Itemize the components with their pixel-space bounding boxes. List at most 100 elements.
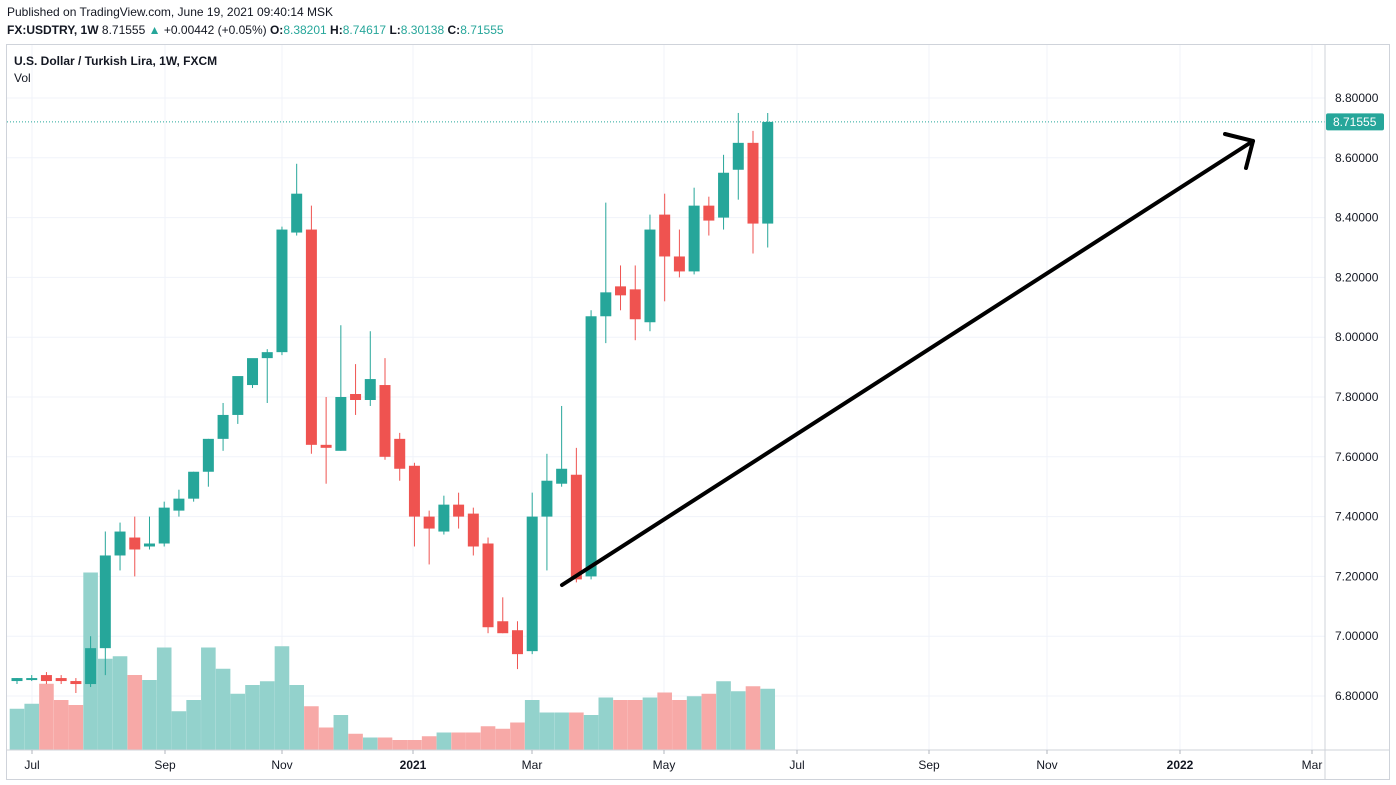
volume-bar-35 [524, 700, 540, 750]
candle-body-51 [762, 121, 774, 224]
candle-body-15 [232, 376, 244, 415]
volume-bar-34 [510, 722, 525, 750]
volume-label: Vol [14, 71, 31, 85]
x-tick-label-9: 2022 [1167, 758, 1194, 772]
candle-body-26 [394, 438, 406, 469]
candle-body-42 [629, 289, 641, 320]
published-info: Published on TradingView.com, June 19, 2… [7, 5, 333, 19]
volume-bar-47 [701, 693, 717, 750]
volume-bar-37 [554, 712, 569, 750]
volume-bar-13 [201, 647, 216, 750]
x-axis: Jul Sep Nov 2021 Mar May Jul Sep Nov 2022 Mar [24, 750, 1322, 772]
volume-bar-7 [112, 656, 128, 750]
close-value: 8.71555 [460, 23, 504, 37]
candle-body-24 [364, 379, 376, 400]
x-tick-label-2: Nov [271, 758, 292, 772]
volume-bar-46 [686, 696, 702, 750]
candle-body-9 [143, 543, 155, 547]
volume-bar-30 [451, 732, 466, 750]
volume-bar-26 [392, 740, 408, 750]
x-tick-label-8: Nov [1036, 758, 1057, 772]
volume-bar-33 [495, 728, 511, 750]
volume-bar-3 [53, 700, 69, 750]
y-tick-label-5: 7.80000 [1335, 390, 1379, 404]
candle-body-37 [556, 468, 568, 484]
candle-body-14 [217, 414, 229, 439]
grid-lines [7, 45, 1325, 750]
volume-bar-0 [9, 708, 25, 750]
last-price-tag: 8.71555 [1326, 113, 1384, 131]
price-change: +0.00442 (+0.05%) [163, 23, 267, 37]
candle-body-2 [40, 675, 52, 682]
y-tick-label-1: 7.00000 [1335, 629, 1379, 643]
open-value: 8.38201 [283, 23, 327, 37]
candle-body-35 [526, 516, 538, 652]
x-tick-label-10: Mar [1302, 758, 1323, 772]
last-price-tag-bg [1326, 113, 1384, 131]
volume-bar-9 [142, 680, 157, 750]
low-label: L: [389, 23, 401, 37]
volume-bar-22 [333, 715, 349, 750]
candle-body-19 [291, 193, 303, 233]
candle-body-22 [335, 397, 347, 451]
chart-title: U.S. Dollar / Turkish Lira, 1W, FXCM [14, 54, 218, 68]
x-tick-label-0: Jul [24, 758, 39, 772]
volume-bar-41 [613, 700, 628, 750]
candle-body-46 [688, 205, 700, 272]
volume-bar-10 [156, 647, 172, 750]
volume-bar-23 [348, 733, 363, 750]
candle-body-47 [703, 205, 715, 221]
volume-bar-6 [98, 658, 113, 750]
x-tick-label-1: Sep [154, 758, 176, 772]
volume-bar-27 [407, 740, 422, 750]
volume-bar-15 [230, 693, 246, 750]
candle-body-25 [379, 385, 391, 457]
candle-body-30 [453, 504, 465, 517]
candle-body-23 [350, 394, 362, 400]
y-axis: 6.80000 7.00000 7.20000 7.40000 7.60000 7.800… [1335, 91, 1379, 703]
candle-body-33 [497, 621, 509, 634]
volume-bar-51 [760, 688, 776, 750]
trend-arrow-line [560, 139, 1255, 587]
x-tick-label-5: May [653, 758, 676, 772]
y-tick-label-0: 6.80000 [1335, 689, 1379, 703]
open-label: O: [269, 23, 284, 37]
last-price-tag-label: 8.71555 [1333, 115, 1377, 129]
chart-frame[interactable] [6, 44, 1390, 780]
candle-body-27 [408, 465, 420, 517]
volume-bar-29 [436, 732, 452, 750]
candle-body-50 [747, 142, 759, 224]
volume-bar-42 [627, 700, 643, 750]
x-tick-label-7: Sep [918, 758, 940, 772]
volume-bar-45 [672, 700, 687, 750]
y-tick-label-10: 8.80000 [1335, 91, 1379, 105]
candle-body-38 [570, 474, 582, 580]
candle-body-1 [26, 678, 38, 681]
candle-body-0 [11, 678, 23, 682]
volume-bar-44 [657, 692, 672, 750]
volume-bar-2 [39, 683, 54, 750]
trend-arrow-head [1223, 132, 1255, 170]
volume-bars [9, 572, 776, 750]
candle-body-44 [659, 214, 671, 257]
candle-body-36 [541, 480, 553, 517]
candle-body-16 [247, 358, 259, 386]
trend-arrow [560, 132, 1255, 587]
volume-bar-32 [480, 726, 496, 750]
y-tick-label-9: 8.60000 [1335, 151, 1379, 165]
candle-body-18 [276, 229, 288, 353]
volume-bar-43 [642, 697, 658, 750]
y-tick-label-3: 7.40000 [1335, 510, 1379, 524]
volume-bar-25 [377, 737, 393, 750]
last-price: 8.71555 [101, 23, 146, 37]
candle-body-29 [438, 504, 450, 532]
volume-bar-12 [186, 700, 201, 750]
x-tick-label-4: Mar [522, 758, 543, 772]
volume-bar-40 [598, 697, 614, 750]
y-tick-label-8: 8.40000 [1335, 211, 1379, 225]
volume-bar-48 [716, 681, 731, 750]
volume-bar-31 [466, 732, 481, 750]
candle-body-3 [55, 678, 67, 682]
volume-bar-1 [24, 703, 40, 750]
